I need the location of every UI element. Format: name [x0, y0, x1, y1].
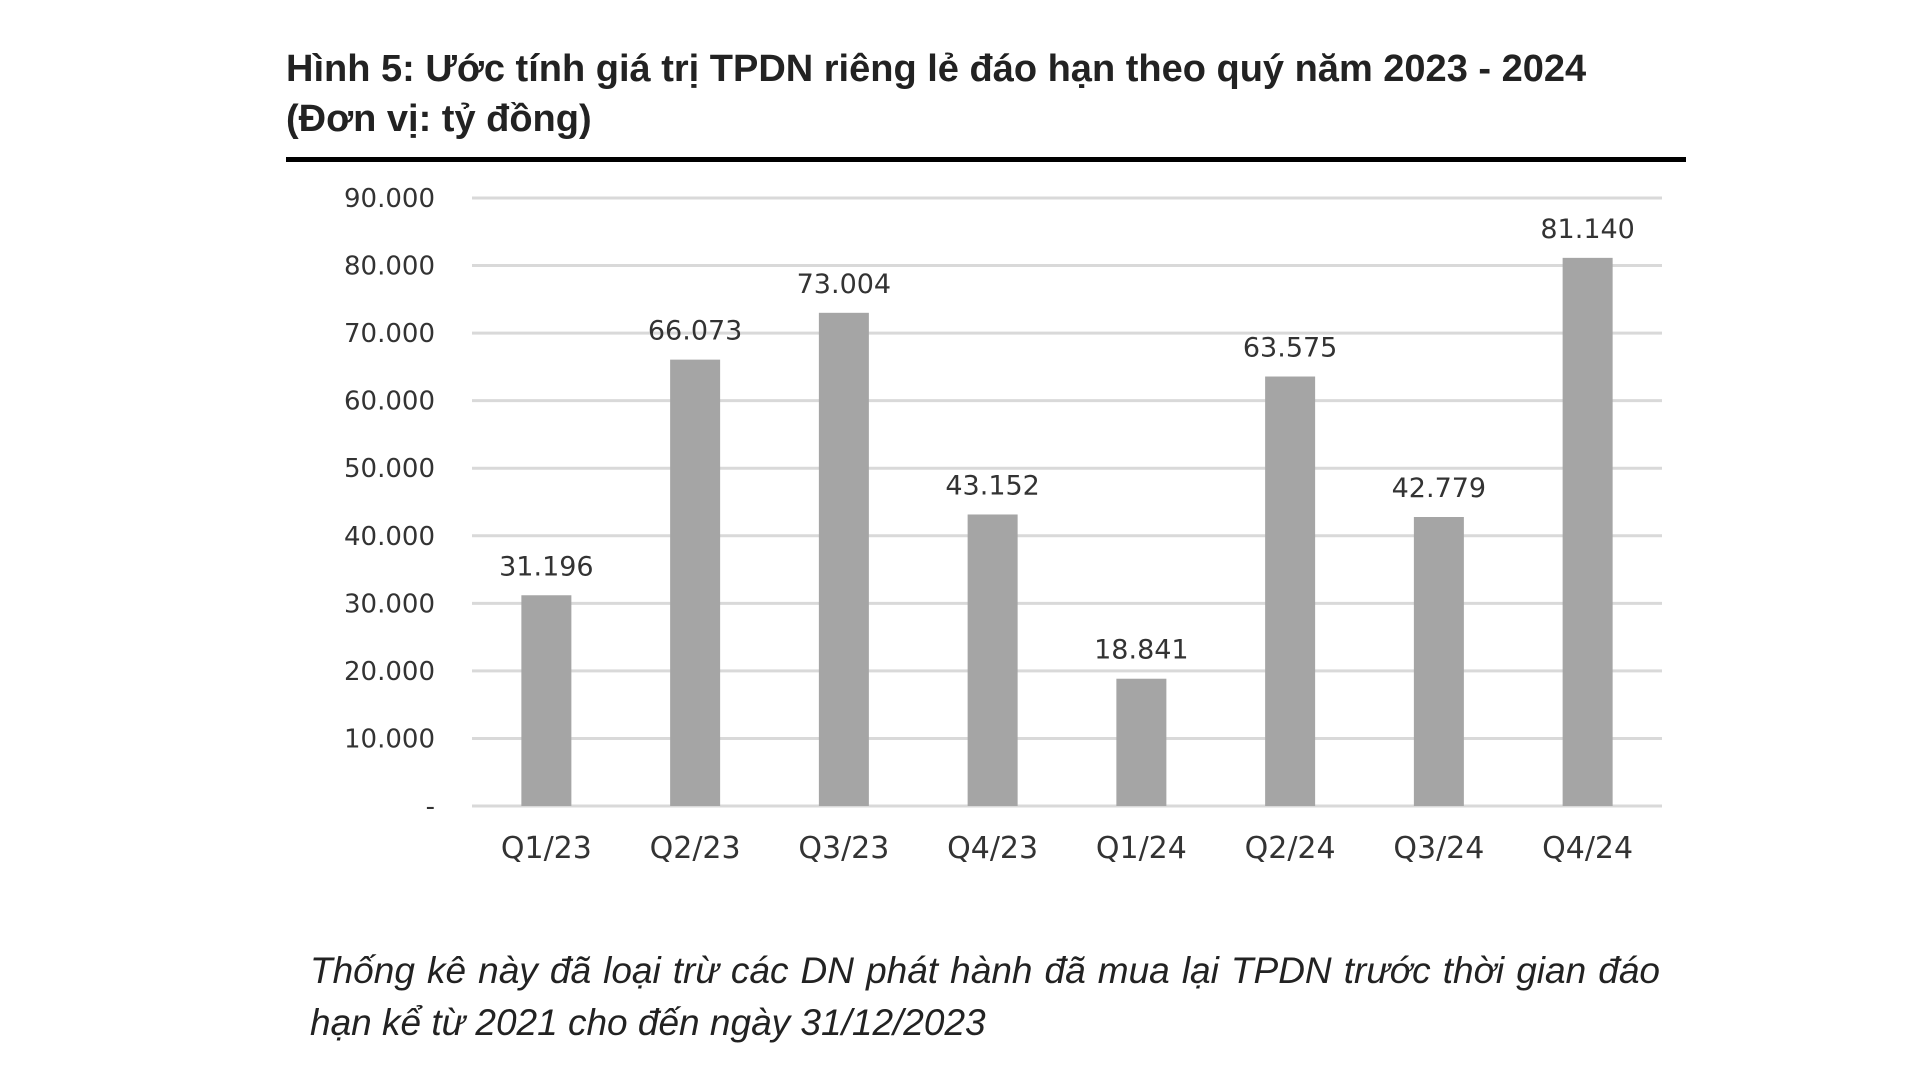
y-tick-label: 50.000	[344, 454, 435, 484]
value-label: 73.004	[797, 269, 891, 300]
x-category-label: Q4/23	[947, 831, 1038, 866]
x-category-label: Q3/24	[1393, 831, 1484, 866]
value-label: 42.779	[1392, 473, 1486, 504]
y-axis-tick-labels: - 10.000 20.000 30.000 40.000 50.000 60.000 70.…	[344, 184, 435, 822]
bar-q1-24	[1116, 678, 1167, 806]
value-label: 66.073	[648, 316, 742, 347]
y-tick-label: 80.000	[344, 252, 435, 282]
bar-q3-23	[818, 312, 869, 806]
bar-q3-24	[1413, 517, 1464, 806]
x-axis-category-labels: Q1/23 Q2/23 Q3/23 Q4/23 Q1/24 Q2/24 Q3/24 Q4/24	[501, 831, 1633, 866]
value-label: 18.841	[1094, 635, 1188, 666]
x-category-label: Q3/23	[798, 831, 889, 866]
figure-note: Thống kê này đã loại trừ các DN phát hàn…	[310, 950, 1660, 1043]
bars	[521, 257, 1613, 806]
bar-q4-23	[967, 514, 1018, 806]
y-tick-label: 20.000	[344, 657, 435, 687]
x-category-label: Q2/24	[1245, 831, 1336, 866]
y-tick-label: 10.000	[344, 724, 435, 754]
bar-q4-24	[1562, 257, 1613, 806]
x-category-label: Q2/23	[650, 831, 741, 866]
value-label: 63.575	[1243, 333, 1337, 364]
bar-q2-23	[670, 359, 721, 806]
y-tick-label: 90.000	[344, 184, 435, 214]
value-label: 43.152	[945, 470, 1039, 501]
y-tick-label: -	[426, 792, 435, 822]
figure-title: Hình 5: Ước tính giá trị TPDN riêng lẻ đ…	[286, 48, 1587, 140]
title-divider	[286, 157, 1686, 162]
value-label: 31.196	[499, 551, 593, 582]
y-tick-label: 70.000	[344, 319, 435, 349]
bar-q1-23	[521, 595, 572, 806]
bar-q2-24	[1265, 376, 1316, 806]
x-category-label: Q1/24	[1096, 831, 1187, 866]
x-category-label: Q4/24	[1542, 831, 1633, 866]
value-label: 81.140	[1540, 214, 1634, 245]
y-tick-label: 60.000	[344, 387, 435, 417]
y-tick-label: 30.000	[344, 589, 435, 619]
x-category-label: Q1/23	[501, 831, 592, 866]
data-labels: 31.196 66.073 73.004 43.152 18.841 63.575 42.7…	[499, 214, 1635, 666]
y-tick-label: 40.000	[344, 522, 435, 552]
